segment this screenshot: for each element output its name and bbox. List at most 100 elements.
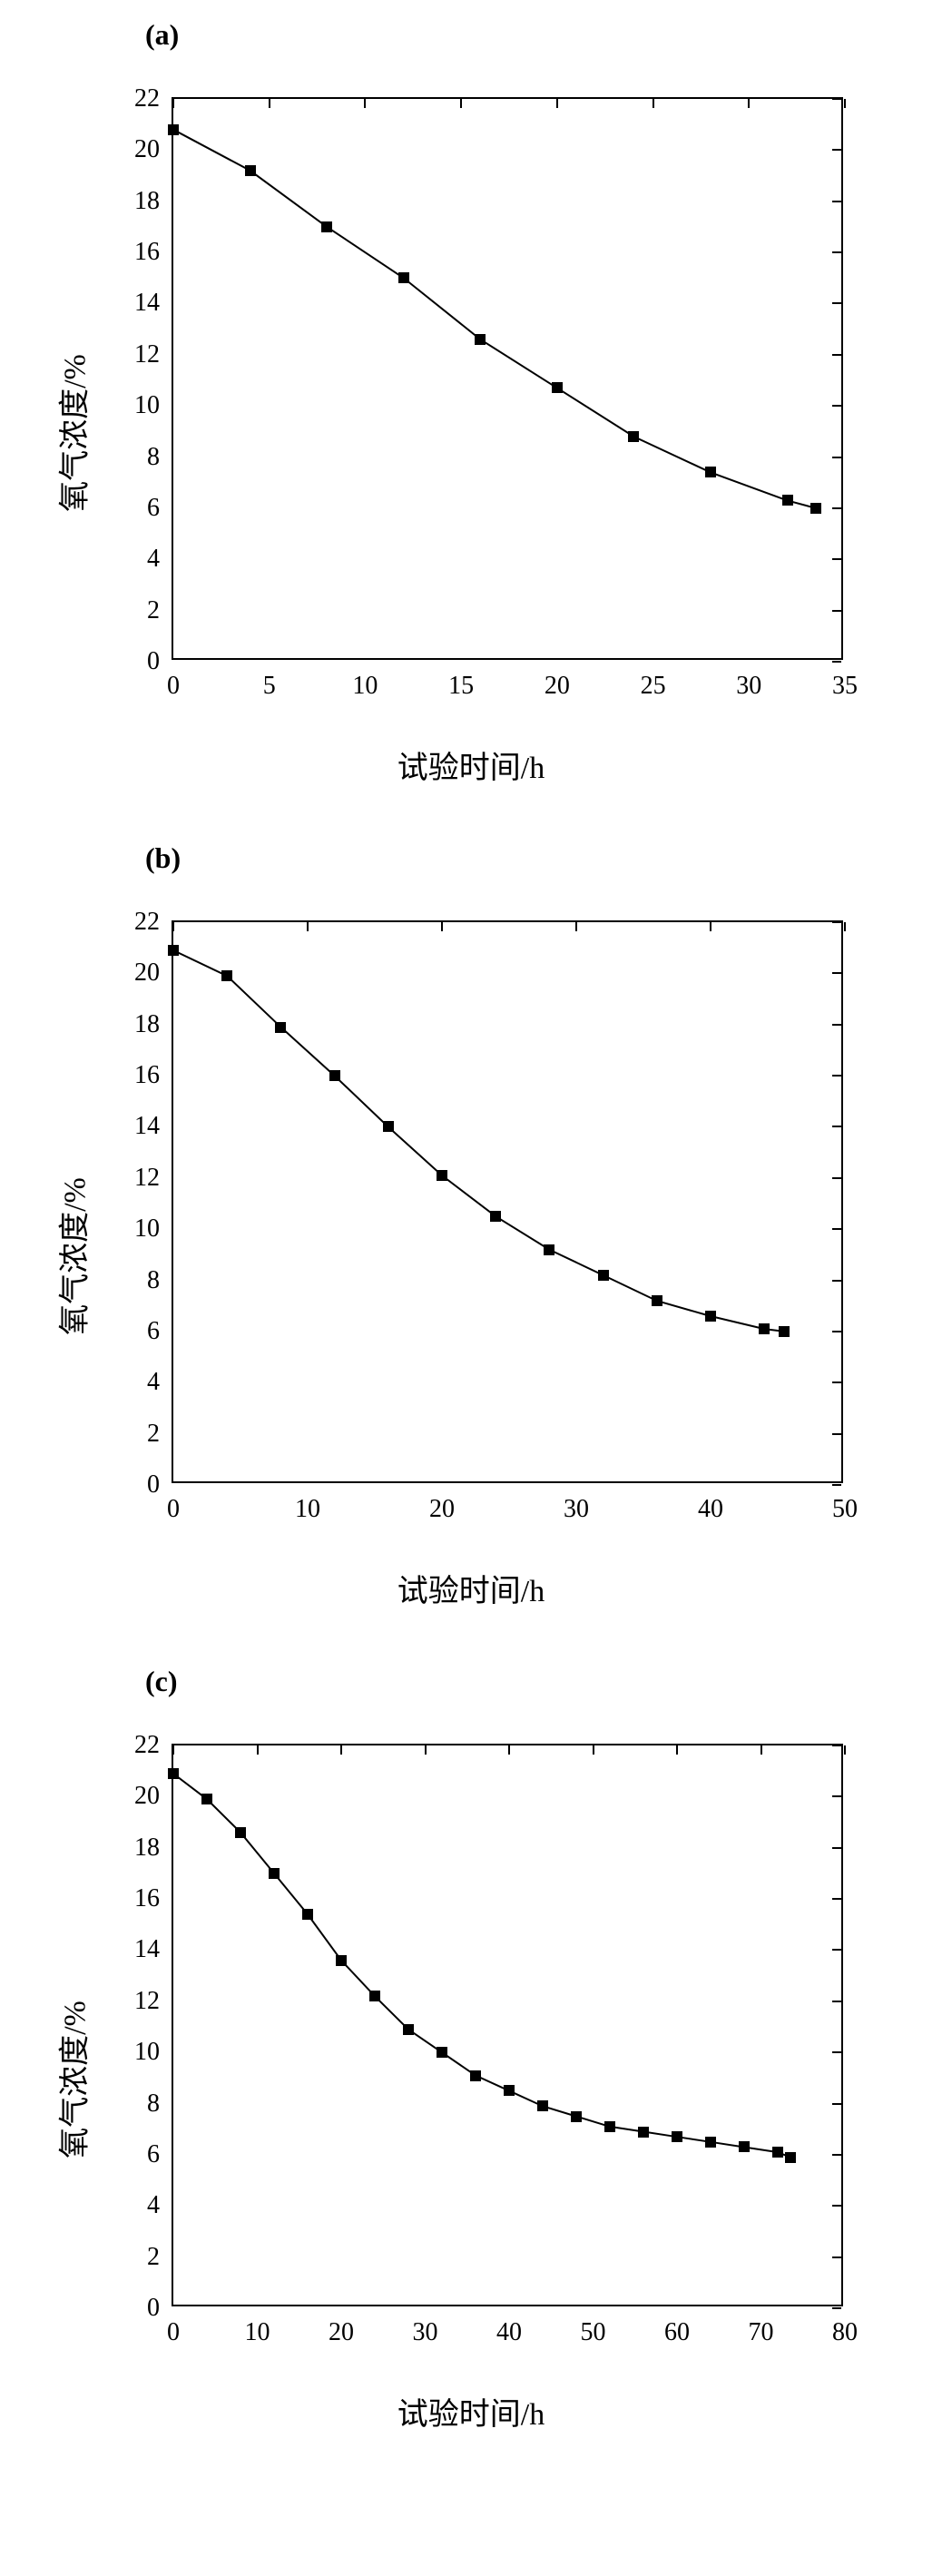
y-tick-label: 6 bbox=[147, 494, 173, 523]
data-marker bbox=[779, 1326, 790, 1337]
x-tick-mark-top bbox=[710, 922, 711, 931]
data-marker bbox=[598, 1270, 609, 1281]
y-tick-label: 22 bbox=[134, 1731, 173, 1760]
data-marker bbox=[628, 431, 639, 442]
y-tick-mark-right bbox=[832, 1280, 841, 1282]
y-tick-label: 14 bbox=[134, 289, 173, 318]
x-axis-label: 试验时间/h bbox=[397, 2389, 545, 2433]
y-tick-mark-right bbox=[832, 1898, 841, 1900]
y-tick-mark-right bbox=[832, 1126, 841, 1127]
chart-panel-0: (a)氧气浓度/%试验时间/h0246810121416182022051015… bbox=[36, 18, 906, 787]
data-marker bbox=[168, 945, 179, 956]
y-tick-mark-right bbox=[832, 2103, 841, 2105]
data-marker bbox=[437, 1170, 447, 1181]
y-tick-mark-right bbox=[832, 2205, 841, 2207]
y-tick-mark-right bbox=[832, 1433, 841, 1435]
y-tick-mark-right bbox=[832, 149, 841, 151]
x-tick-label: 70 bbox=[749, 2305, 774, 2347]
y-tick-label: 10 bbox=[134, 391, 173, 420]
plot-area: 024681012141618202205101520253035 bbox=[172, 97, 843, 660]
y-tick-label: 2 bbox=[147, 2243, 173, 2272]
y-tick-label: 16 bbox=[134, 1061, 173, 1090]
x-tick-mark-top bbox=[508, 1745, 510, 1755]
y-tick-mark-right bbox=[832, 2001, 841, 2002]
x-tick-label: 20 bbox=[329, 2305, 354, 2347]
y-tick-mark-right bbox=[832, 2051, 841, 2053]
y-tick-mark-right bbox=[832, 2154, 841, 2156]
y-tick-mark-right bbox=[832, 1795, 841, 1797]
panel-label: (b) bbox=[145, 841, 906, 875]
x-axis-label: 试验时间/h bbox=[397, 1566, 545, 1610]
data-marker bbox=[571, 2111, 582, 2122]
data-marker bbox=[705, 1311, 716, 1322]
x-tick-label: 30 bbox=[413, 2305, 438, 2347]
y-tick-mark-right bbox=[832, 457, 841, 458]
y-tick-mark-right bbox=[832, 405, 841, 407]
x-tick-label: 10 bbox=[352, 658, 378, 701]
y-tick-label: 18 bbox=[134, 1834, 173, 1863]
x-tick-label: 60 bbox=[664, 2305, 690, 2347]
data-marker bbox=[705, 2137, 716, 2148]
data-marker bbox=[759, 1323, 770, 1334]
x-tick-mark-top bbox=[575, 922, 577, 931]
y-tick-mark-right bbox=[832, 1024, 841, 1026]
y-tick-mark-right bbox=[832, 921, 841, 923]
y-tick-label: 16 bbox=[134, 1884, 173, 1913]
data-marker bbox=[604, 2121, 615, 2132]
y-axis-label: 氧气浓度/% bbox=[50, 354, 94, 512]
y-tick-label: 4 bbox=[147, 545, 173, 574]
data-marker bbox=[470, 2070, 481, 2081]
data-marker bbox=[638, 2127, 649, 2138]
data-marker bbox=[168, 1768, 179, 1779]
y-tick-mark-right bbox=[832, 1075, 841, 1077]
data-marker bbox=[475, 334, 486, 345]
y-tick-mark-right bbox=[832, 1331, 841, 1332]
y-tick-label: 12 bbox=[134, 1164, 173, 1193]
x-tick-mark-top bbox=[748, 99, 750, 108]
x-tick-label: 50 bbox=[832, 1481, 858, 1524]
y-tick-mark-right bbox=[832, 558, 841, 560]
x-tick-label: 0 bbox=[167, 1481, 180, 1524]
y-tick-mark-right bbox=[832, 2256, 841, 2258]
data-marker bbox=[652, 1295, 662, 1306]
y-tick-mark-right bbox=[832, 251, 841, 253]
y-tick-mark-right bbox=[832, 302, 841, 304]
y-tick-mark-right bbox=[832, 507, 841, 509]
chart-panel-2: (c)氧气浓度/%试验时间/h0246810121416182022010203… bbox=[36, 1665, 906, 2433]
series-line bbox=[173, 1745, 845, 2308]
x-tick-mark-top bbox=[556, 99, 558, 108]
x-tick-mark-top bbox=[364, 99, 366, 108]
data-marker bbox=[336, 1955, 347, 1966]
y-tick-label: 4 bbox=[147, 1368, 173, 1397]
y-tick-label: 20 bbox=[134, 1782, 173, 1811]
y-tick-mark-right bbox=[832, 354, 841, 356]
chart-wrap: 氧气浓度/%试验时间/h0246810121416182022010203040… bbox=[63, 1726, 879, 2433]
data-marker bbox=[739, 2141, 750, 2152]
data-marker bbox=[201, 1794, 212, 1804]
y-tick-label: 6 bbox=[147, 2140, 173, 2169]
y-tick-mark-right bbox=[832, 972, 841, 974]
data-marker bbox=[383, 1121, 394, 1132]
y-tick-label: 16 bbox=[134, 238, 173, 267]
chart-wrap: 氧气浓度/%试验时间/h0246810121416182022051015202… bbox=[63, 79, 879, 787]
data-marker bbox=[302, 1909, 313, 1920]
plot-area: 024681012141618202201020304050 bbox=[172, 920, 843, 1483]
data-marker bbox=[672, 2131, 682, 2142]
data-marker bbox=[235, 1827, 246, 1838]
data-marker bbox=[810, 503, 821, 514]
y-axis-label: 氧气浓度/% bbox=[50, 1177, 94, 1335]
series-line bbox=[173, 99, 845, 662]
x-tick-mark-top bbox=[760, 1745, 762, 1755]
x-tick-label: 80 bbox=[832, 2305, 858, 2347]
x-tick-mark-top bbox=[340, 1745, 342, 1755]
y-tick-label: 20 bbox=[134, 135, 173, 164]
x-tick-label: 30 bbox=[736, 658, 761, 701]
x-tick-label: 25 bbox=[641, 658, 666, 701]
data-marker bbox=[369, 1991, 380, 2001]
data-marker bbox=[490, 1211, 501, 1222]
x-axis-label: 试验时间/h bbox=[397, 742, 545, 787]
y-tick-label: 14 bbox=[134, 1112, 173, 1141]
y-tick-label: 6 bbox=[147, 1317, 173, 1346]
chart-wrap: 氧气浓度/%试验时间/h0246810121416182022010203040… bbox=[63, 902, 879, 1610]
x-tick-mark-top bbox=[269, 99, 270, 108]
